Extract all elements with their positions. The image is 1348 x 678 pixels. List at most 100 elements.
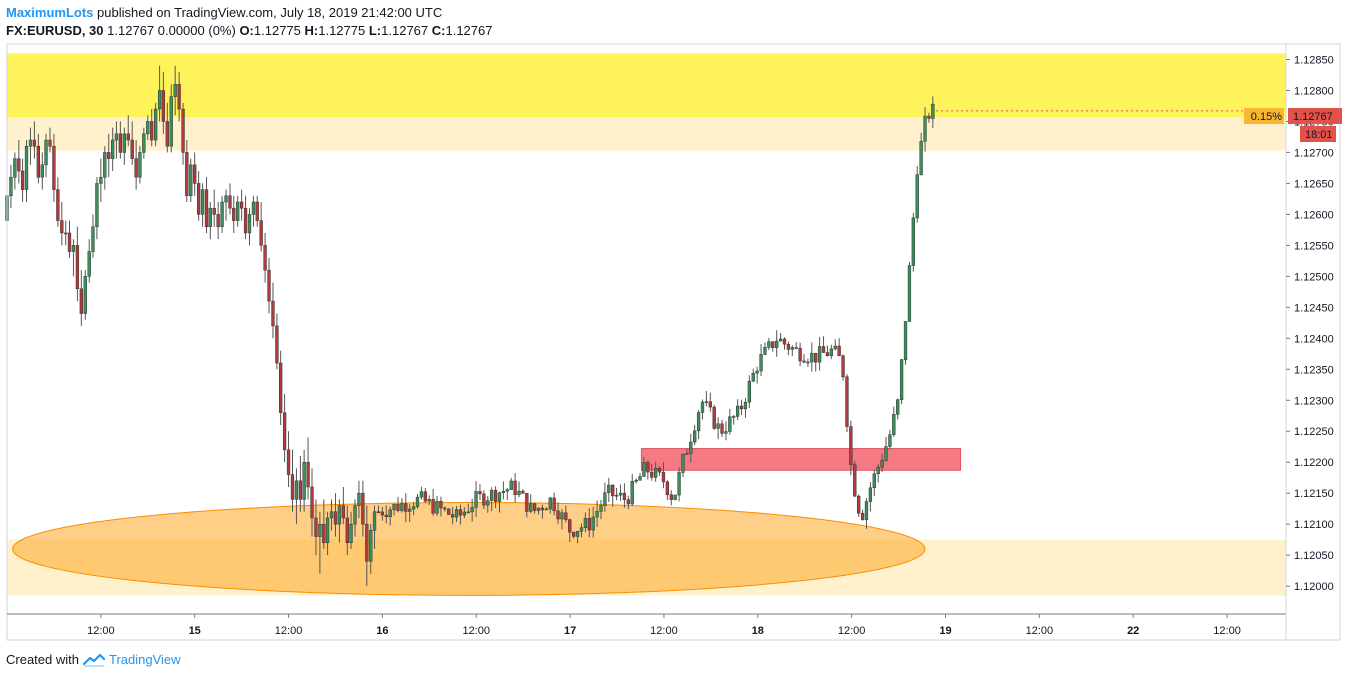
candle-body bbox=[236, 201, 240, 221]
candle-body bbox=[790, 347, 794, 350]
candle-body bbox=[247, 214, 252, 234]
candle-body bbox=[450, 514, 455, 518]
candle-body bbox=[927, 115, 931, 119]
candle-body bbox=[728, 416, 732, 432]
candle-body bbox=[181, 108, 185, 153]
candle-body bbox=[263, 245, 267, 271]
candle-body bbox=[603, 492, 607, 506]
candle-body bbox=[282, 412, 287, 451]
ohlc-line: FX:EURUSD, 30 1.12767 0.00000 (0%) O: 1.1… bbox=[6, 22, 492, 40]
candle-body bbox=[634, 480, 638, 482]
candle-body bbox=[392, 504, 396, 511]
candle-body bbox=[138, 152, 142, 178]
x-tick-label: 12:00 bbox=[838, 625, 866, 637]
candle-body bbox=[564, 512, 568, 520]
candle-body bbox=[857, 495, 861, 514]
candle-body bbox=[892, 414, 896, 435]
candle-body bbox=[255, 201, 259, 221]
candle-body bbox=[501, 490, 506, 493]
candle-body bbox=[486, 500, 490, 506]
candle-body bbox=[642, 462, 646, 477]
candle-body bbox=[447, 508, 451, 515]
candle-body bbox=[775, 340, 779, 348]
candle-body bbox=[290, 474, 295, 500]
publish-text: published on TradingView.com, July 18, 2… bbox=[97, 5, 443, 20]
candle-body bbox=[575, 531, 580, 537]
y-axis-frame bbox=[1285, 43, 1341, 641]
candle-body bbox=[111, 139, 115, 159]
y-tick-label: 1.12600 bbox=[1294, 209, 1334, 221]
candle-body bbox=[196, 183, 201, 215]
y-tick-label: 1.12200 bbox=[1294, 457, 1334, 469]
candle-body bbox=[130, 139, 134, 159]
candle-body bbox=[228, 195, 232, 209]
author-link[interactable]: MaximumLots bbox=[6, 5, 94, 20]
x-tick-label: 19 bbox=[939, 625, 951, 637]
candle-body bbox=[794, 347, 798, 349]
candle-body bbox=[622, 492, 627, 500]
publish-line: MaximumLots published on TradingView.com… bbox=[6, 4, 492, 22]
candle-body bbox=[345, 517, 349, 544]
candle-body bbox=[408, 508, 412, 512]
candle-body bbox=[661, 471, 666, 483]
candle-body bbox=[771, 341, 775, 348]
candle-body bbox=[708, 401, 712, 408]
candle-body bbox=[150, 121, 154, 141]
candle-body bbox=[275, 325, 279, 364]
candle-body bbox=[747, 380, 752, 403]
candle-body bbox=[427, 498, 431, 502]
candles-layer bbox=[5, 65, 935, 587]
candle-body bbox=[696, 412, 701, 432]
candle-body bbox=[259, 220, 263, 246]
x-tick-label: 12:00 bbox=[275, 625, 303, 637]
candle-body bbox=[243, 207, 248, 234]
candle-body bbox=[17, 158, 21, 172]
candle-body bbox=[40, 164, 44, 178]
candle-body bbox=[868, 487, 873, 502]
candle-body bbox=[572, 531, 576, 537]
candle-body bbox=[860, 512, 865, 520]
candle-body bbox=[560, 512, 564, 520]
candle-body bbox=[193, 164, 197, 184]
y-tick-label: 1.12450 bbox=[1294, 302, 1334, 314]
candle-body bbox=[462, 511, 466, 516]
y-tick-label: 1.12800 bbox=[1294, 85, 1334, 97]
axis-layer: 1.128501.128001.127501.127001.126501.126… bbox=[6, 43, 1341, 641]
y-tick-label: 1.12300 bbox=[1294, 395, 1334, 407]
candle-body bbox=[439, 500, 443, 509]
candle-body bbox=[919, 141, 923, 175]
candle-body bbox=[587, 518, 591, 531]
x-tick-label: 18 bbox=[752, 625, 764, 637]
x-tick-label: 17 bbox=[564, 625, 576, 637]
candle-body bbox=[548, 497, 552, 510]
countdown-text: 18:01 bbox=[1305, 129, 1333, 141]
symbol-label: FX:EURUSD, 30 bbox=[6, 23, 104, 38]
candle-body bbox=[657, 467, 662, 473]
current-price-tag bbox=[1288, 108, 1342, 124]
candle-body bbox=[325, 517, 330, 544]
y-tick-label: 1.12500 bbox=[1294, 271, 1334, 283]
candle-body bbox=[48, 139, 52, 147]
candle-body bbox=[833, 345, 837, 350]
close-value: 1.12767 bbox=[445, 23, 493, 38]
candle-body bbox=[712, 406, 716, 429]
candle-body bbox=[400, 503, 404, 511]
candle-body bbox=[673, 494, 677, 500]
candle-body bbox=[36, 145, 40, 178]
candle-body bbox=[419, 491, 424, 498]
open-label: O: bbox=[239, 23, 254, 38]
current-price-text: 1.12767 bbox=[1293, 111, 1333, 123]
x-tick-label: 12:00 bbox=[1213, 625, 1241, 637]
x-tick-label: 12:00 bbox=[650, 625, 678, 637]
candle-body bbox=[825, 352, 830, 357]
low-label: L: bbox=[368, 23, 382, 38]
candle-body bbox=[71, 245, 76, 252]
x-tick-label: 12:00 bbox=[462, 625, 490, 637]
quote-value: 1.12767 0.00000 (0%) bbox=[107, 23, 236, 38]
tradingview-brand-link[interactable]: TradingView bbox=[108, 652, 181, 667]
candle-body bbox=[99, 176, 103, 184]
price-chart[interactable]: 1.128501.128001.127501.127001.126501.126… bbox=[0, 0, 1348, 650]
candle-body bbox=[817, 346, 822, 363]
candle-body bbox=[669, 494, 673, 500]
candle-body bbox=[513, 480, 517, 495]
